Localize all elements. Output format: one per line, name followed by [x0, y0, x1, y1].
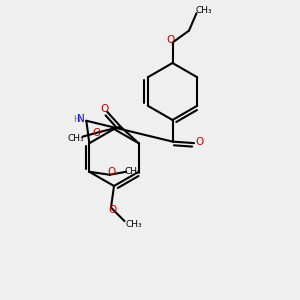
Text: O: O [93, 128, 101, 138]
Text: CH₃: CH₃ [125, 220, 142, 229]
Text: N: N [77, 114, 85, 124]
Text: CH₃: CH₃ [196, 6, 212, 15]
Text: O: O [107, 167, 115, 177]
Text: O: O [100, 104, 108, 114]
Text: O: O [195, 137, 204, 147]
Text: O: O [167, 35, 175, 45]
Text: CH₃: CH₃ [124, 167, 141, 176]
Text: H: H [73, 116, 80, 124]
Text: O: O [108, 205, 117, 215]
Text: CH₃: CH₃ [68, 134, 84, 143]
